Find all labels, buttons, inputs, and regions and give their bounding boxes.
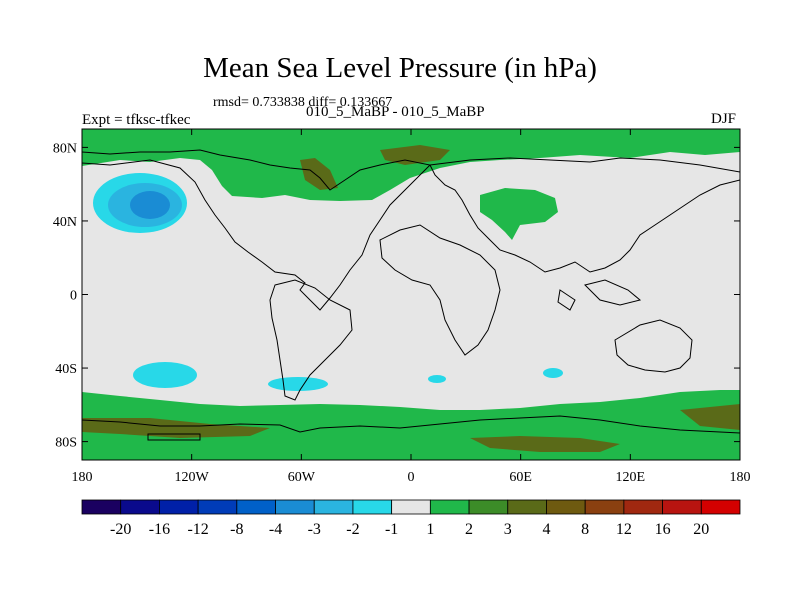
arctic-stronger-region-1 <box>300 158 338 190</box>
coastline-africa-eurasia <box>379 224 501 356</box>
pacific-negative-inner <box>130 191 170 219</box>
anomaly-field <box>82 129 740 460</box>
colorbar-label: 2 <box>465 521 473 538</box>
x-tick-label: 180 <box>72 470 93 485</box>
colorbar-label: -2 <box>346 521 359 538</box>
colorbar-swatch <box>662 499 702 515</box>
colorbar-label: -3 <box>308 521 321 538</box>
y-tick-label: 80S <box>55 436 77 451</box>
colorbar-swatch <box>507 499 547 515</box>
asia-positive-region <box>480 188 558 240</box>
colorbar-swatch <box>584 499 625 515</box>
arctic-positive-region <box>82 129 740 201</box>
colorbar-swatch <box>352 499 393 515</box>
colorbar-label: -12 <box>187 521 208 538</box>
colorbar-swatch <box>275 499 315 515</box>
colorbar-swatch <box>468 499 509 515</box>
x-tick-label: 120E <box>616 470 646 485</box>
colorbar-swatch <box>700 499 741 515</box>
y-tick-label: 0 <box>70 289 77 304</box>
subtitle: 010_5_MaBP - 010_5_MaBP <box>306 104 485 120</box>
colorbar: -20 -16 -12 -8 -4 -3 -2 -1 1 2 3 4 8 12 16 20 <box>81 499 741 538</box>
x-tick-label: 120W <box>175 470 210 485</box>
coastlines <box>82 149 740 441</box>
y-tick-label: 40N <box>53 215 77 230</box>
experiment-label: Expt = tfksc-tfkec <box>82 112 191 128</box>
x-tick-label: 180 <box>730 470 751 485</box>
colorbar-swatch <box>429 499 470 515</box>
south-indian-negative-2 <box>543 368 563 378</box>
colorbar-label: 3 <box>504 521 512 538</box>
axis-ticks: 180 120W 60W 0 60E 120E 180 80N 40N 0 40S 80S <box>53 129 751 485</box>
x-tick-label: 60W <box>288 470 316 485</box>
colorbar-swatch <box>313 499 354 515</box>
y-tick-label: 40S <box>55 362 77 377</box>
coastline-north-america <box>82 149 432 311</box>
x-tick-label: 0 <box>408 470 415 485</box>
x-tick-label: 60E <box>509 470 532 485</box>
southern-stronger-region-3 <box>680 404 740 430</box>
coastline-antarctica <box>82 415 740 434</box>
colorbar-swatch <box>236 499 276 515</box>
colorbar-swatch <box>159 499 199 515</box>
colorbar-label: -20 <box>110 521 131 538</box>
arctic-stronger-region-2 <box>380 145 450 165</box>
stats-text: rmsd= 0.733838 diff= 0.133667 <box>213 95 393 110</box>
colorbar-swatch <box>391 499 431 515</box>
colorbar-swatch <box>197 499 238 515</box>
colorbar-label: -1 <box>385 521 398 538</box>
y-tick-label: 80N <box>53 141 77 156</box>
colorbar-swatch <box>120 499 160 515</box>
coastline-australia <box>614 319 693 373</box>
southern-stronger-region-2 <box>470 436 620 452</box>
coastline-ross-shelf <box>147 433 201 441</box>
colorbar-label: 1 <box>426 521 434 538</box>
south-indian-negative-1 <box>428 375 446 383</box>
south-atlantic-negative <box>268 377 328 391</box>
colorbar-label: -16 <box>149 521 170 538</box>
chart-title: Mean Sea Level Pressure (in hPa) <box>203 52 597 84</box>
coastline-asia <box>429 157 740 273</box>
colorbar-label: -4 <box>269 521 282 538</box>
colorbar-swatch <box>546 499 586 515</box>
colorbar-label: 20 <box>693 521 709 538</box>
colorbar-label: 8 <box>581 521 589 538</box>
colorbar-label: -8 <box>230 521 243 538</box>
season-label: DJF <box>711 111 737 127</box>
colorbar-swatch <box>81 499 122 515</box>
colorbar-label: 12 <box>616 521 632 538</box>
south-pacific-negative <box>133 362 197 388</box>
coastline-south-america <box>269 279 353 401</box>
colorbar-label: 16 <box>655 521 671 538</box>
colorbar-label: 4 <box>542 521 550 538</box>
colorbar-swatch <box>623 499 663 515</box>
coastline-southeast-asia-islands <box>557 279 642 311</box>
